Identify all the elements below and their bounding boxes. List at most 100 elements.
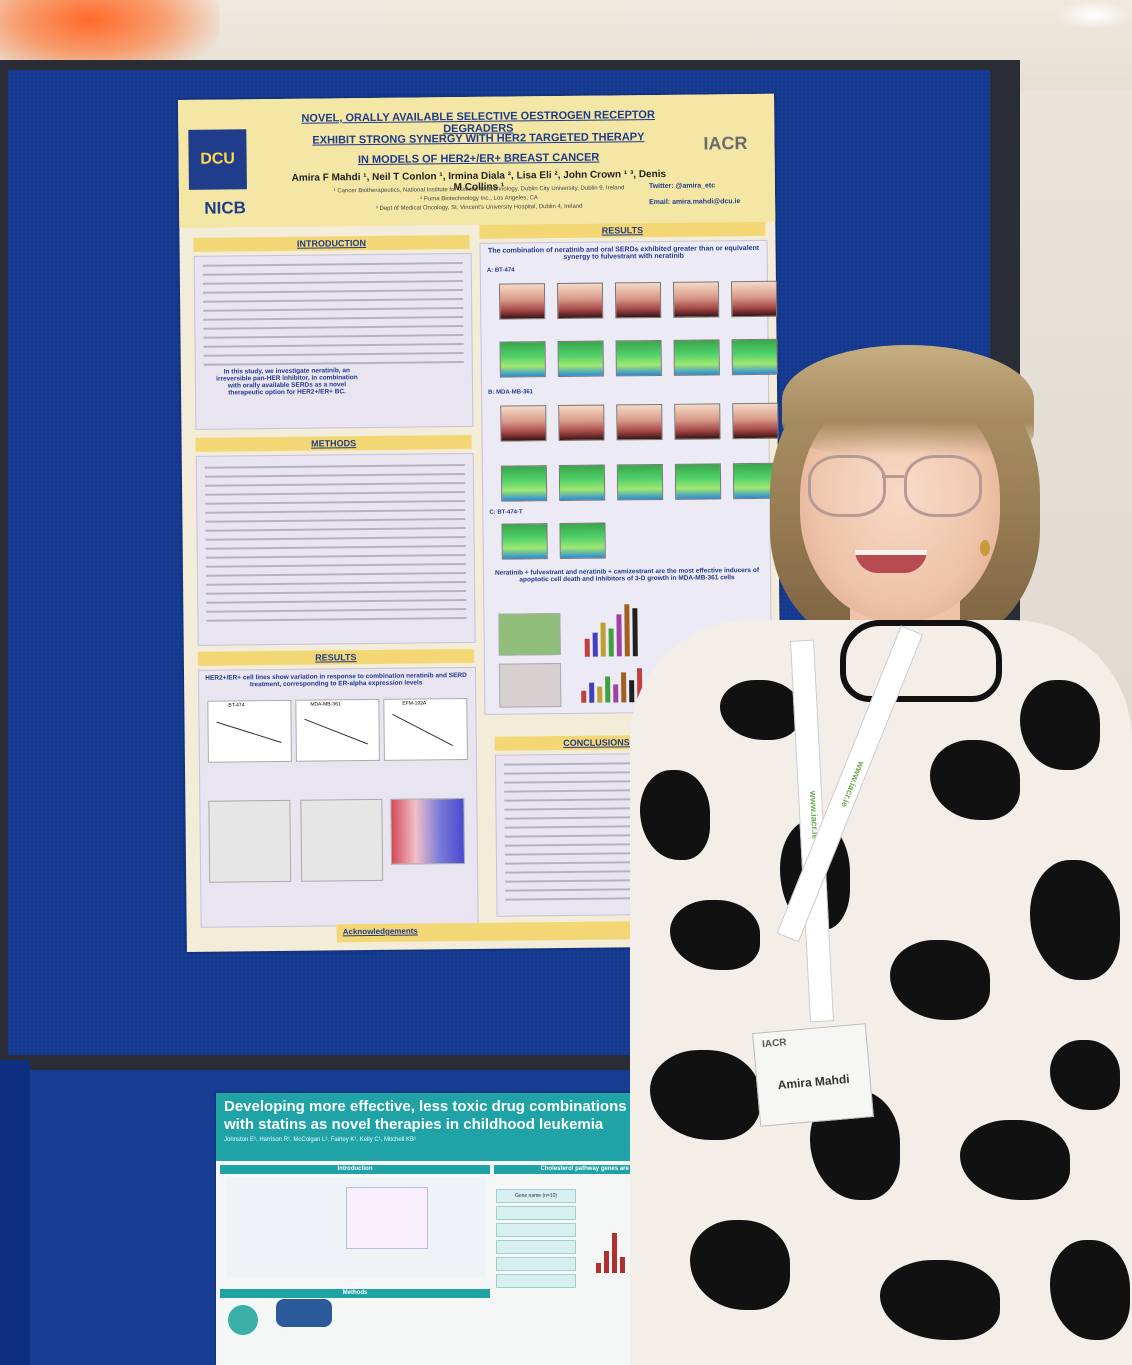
bar xyxy=(592,632,598,657)
poster-title-line-3: IN MODELS OF HER2+/ER+ BREAST CANCER xyxy=(357,151,600,167)
blouse-collar xyxy=(840,620,1002,702)
western-blot-a xyxy=(208,799,292,883)
pattern-spot xyxy=(640,770,710,860)
synergy-heatmap xyxy=(615,339,662,377)
western-blot-b xyxy=(300,798,384,882)
pattern-spot xyxy=(650,1050,760,1140)
heatmap-figure xyxy=(390,798,466,865)
second-poster-title-line-2: with statins as novel therapies in child… xyxy=(224,1116,604,1133)
patterned-blouse xyxy=(630,620,1132,1365)
heatmap-row-a-dose xyxy=(498,280,778,320)
name-badge: IACR Amira Mahdi xyxy=(752,1023,874,1127)
gene-table-row xyxy=(496,1274,576,1288)
second-poster-section-intro: Introduction xyxy=(220,1165,490,1174)
bar xyxy=(629,680,635,703)
gene-table-row xyxy=(496,1257,576,1271)
dose-heatmap xyxy=(556,282,604,320)
bar xyxy=(597,686,603,703)
affiliation-2: ² Puma Biotechnology Inc., Los Angeles, … xyxy=(420,195,538,203)
section-methods: METHODS xyxy=(195,434,472,452)
synergy-heatmap xyxy=(731,338,778,376)
synergy-heatmap xyxy=(673,339,720,376)
intro-diagram xyxy=(226,1177,486,1277)
dose-heatmap xyxy=(500,405,547,442)
methods-box xyxy=(276,1299,332,1327)
dose-heatmap xyxy=(614,281,662,319)
spheroid-images xyxy=(498,663,562,708)
intro-study-statement: In this study, we investigate neratinib,… xyxy=(216,367,358,397)
second-poster-section-genes: Cholesterol pathway genes are si xyxy=(494,1165,682,1174)
dose-curve-line xyxy=(304,718,368,745)
synergy-heatmap xyxy=(674,463,722,500)
pattern-spot xyxy=(1050,1240,1130,1340)
ceiling-light xyxy=(1055,0,1132,30)
dose-curve-line xyxy=(216,721,282,743)
heatmap-row-b-dose xyxy=(500,402,779,442)
acknowledgements-label: Acknowledgements xyxy=(342,926,418,937)
dose-heatmap xyxy=(672,281,720,318)
apoptosis-bar-chart xyxy=(584,600,638,657)
panel-label-b: B: MDA-MB-361 xyxy=(488,389,534,396)
dcu-logo: DCU xyxy=(188,129,247,190)
dose-heatmap xyxy=(674,403,721,440)
glasses-bridge xyxy=(882,475,904,478)
pattern-spot xyxy=(690,1220,790,1310)
heatmap-row-a-synergy xyxy=(499,338,778,378)
pattern-spot xyxy=(1030,860,1120,980)
second-research-poster: Developing more effective, less toxic dr… xyxy=(216,1093,686,1365)
smile xyxy=(855,550,927,573)
results-right-heading: The combination of neratinib and oral SE… xyxy=(488,244,760,261)
bar xyxy=(620,1257,625,1273)
poster-twitter: Twitter: @amira_etc xyxy=(648,182,716,191)
gene-table-row xyxy=(496,1223,576,1237)
second-poster-authors: Johnston E¹, Harrison R¹, McColgan L¹, F… xyxy=(224,1137,417,1143)
pattern-spot xyxy=(880,1260,1000,1340)
pattern-spot xyxy=(960,1120,1070,1200)
bar xyxy=(632,608,638,657)
cell-line-label-3: EFM-192A xyxy=(402,700,427,707)
gene-table: Gene name (n=10) xyxy=(496,1189,576,1291)
pattern-spot xyxy=(720,680,800,740)
cell-line-label-2: MDA-MB-361 xyxy=(310,701,341,708)
dose-heatmap xyxy=(732,402,779,440)
earring-icon xyxy=(980,540,990,556)
gene-table-header: Gene name (n=10) xyxy=(496,1189,576,1203)
poster-email: Email: amira.mahdi@dcu.ie xyxy=(649,198,741,207)
synergy-heatmap xyxy=(499,341,546,378)
cell-line-label-1: BT-474 xyxy=(228,702,245,709)
gene-bar-chart xyxy=(596,1213,625,1273)
dose-heatmap xyxy=(730,280,778,318)
pattern-spot xyxy=(1050,1040,1120,1110)
synergy-heatmap xyxy=(501,523,548,560)
bar xyxy=(584,638,590,657)
spheroid-bar-chart xyxy=(581,662,643,703)
bar xyxy=(581,690,587,703)
dose-curve-plot-3: EFM-192A xyxy=(383,698,468,761)
introduction-body: In this study, we investigate neratinib,… xyxy=(193,252,474,430)
dose-curve-plot-2: MDA-MB-361 xyxy=(295,698,380,762)
bar xyxy=(621,672,627,703)
bar xyxy=(613,684,619,703)
section-results-left: RESULTS xyxy=(197,648,474,666)
poster-header: DCU NICB IACR NOVEL, ORALLY AVAILABLE SE… xyxy=(178,93,776,228)
dose-heatmap xyxy=(558,404,605,442)
bar xyxy=(616,614,622,657)
methods-icon xyxy=(228,1305,258,1335)
dose-heatmap xyxy=(498,283,546,320)
affiliation-3: ³ Dept of Medical Oncology, St. Vincent'… xyxy=(375,203,583,212)
badge-name: Amira Mahdi xyxy=(777,1071,851,1093)
second-poster-section-methods: Methods xyxy=(220,1289,490,1298)
panel-label-c: C: BT-474-T xyxy=(489,509,523,516)
nicb-logo: NICB xyxy=(187,195,264,222)
gene-table-row xyxy=(496,1206,576,1220)
bar xyxy=(612,1233,617,1273)
dose-curve-line xyxy=(392,713,454,747)
synergy-heatmap xyxy=(616,463,664,501)
synergy-heatmap xyxy=(500,465,548,502)
badge-logo: IACR xyxy=(761,1037,788,1051)
second-poster-header: Developing more effective, less toxic dr… xyxy=(216,1093,686,1161)
pattern-spot xyxy=(1020,680,1100,770)
glasses-lens xyxy=(904,455,982,517)
section-introduction: INTRODUCTION xyxy=(193,234,470,252)
iacr-logo: IACR xyxy=(703,132,748,153)
